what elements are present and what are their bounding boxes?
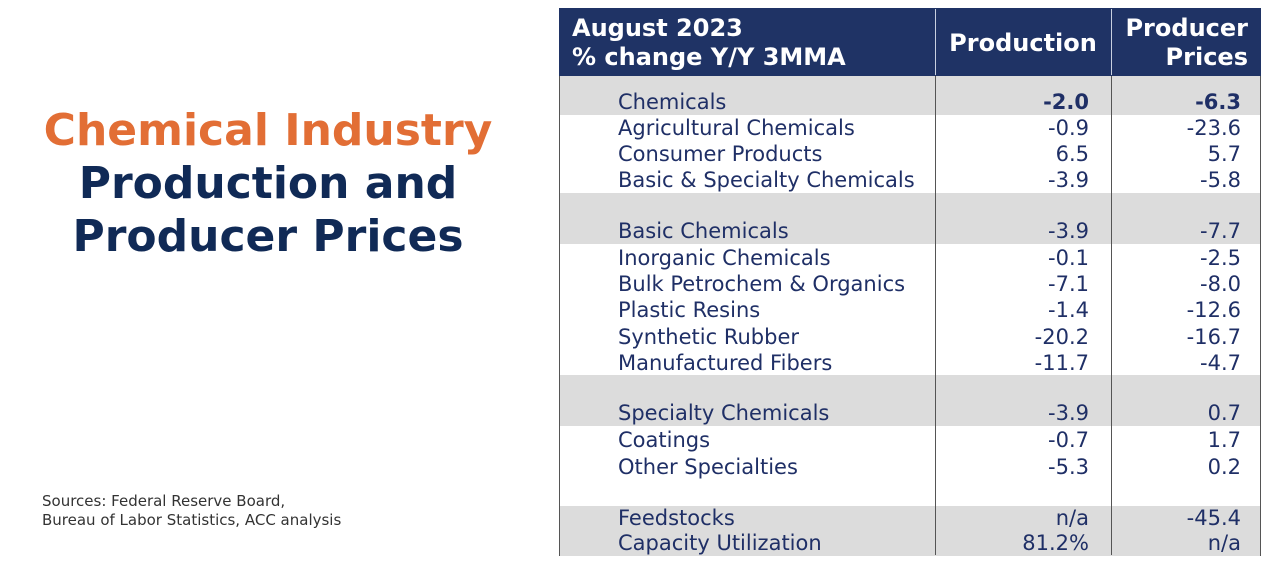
production-value: -5.3 (1048, 455, 1089, 479)
row-label: Feedstocks (618, 506, 735, 530)
table-header: August 2023 % change Y/Y 3MMA Production… (559, 8, 1261, 76)
producer-prices-value: 5.7 (1207, 142, 1241, 166)
production-value: n/a (1055, 506, 1089, 530)
column-divider (935, 76, 936, 555)
row-label: Basic Chemicals (618, 219, 789, 243)
production-value: -20.2 (1034, 325, 1089, 349)
producer-prices-value: 0.7 (1207, 401, 1241, 425)
producer-prices-value: -6.3 (1195, 90, 1241, 114)
producer-prices-value: 1.7 (1207, 428, 1241, 452)
table-row: Chemicals -2.0 -6.3 (560, 89, 1260, 115)
row-label: Synthetic Rubber (618, 325, 799, 349)
producer-prices-value: -16.7 (1186, 325, 1241, 349)
row-label: Bulk Petrochem & Organics (618, 272, 906, 296)
producer-prices-value: -5.8 (1200, 168, 1241, 192)
title-line-2: Production and (78, 158, 458, 209)
producer-prices-value: -4.7 (1200, 351, 1241, 375)
table-row: Capacity Utilization 81.2% n/a (560, 530, 1260, 556)
table-row: Synthetic Rubber -20.2 -16.7 (560, 324, 1260, 350)
row-label: Other Specialties (618, 455, 798, 479)
producer-prices-value: -2.5 (1200, 246, 1241, 270)
table-row: Other Specialties -5.3 0.2 (560, 454, 1260, 480)
table-row: Feedstocks n/a -45.4 (560, 505, 1260, 531)
data-table: August 2023 % change Y/Y 3MMA Production… (559, 8, 1261, 556)
production-value: -0.7 (1048, 428, 1089, 452)
row-band (560, 375, 1260, 426)
production-value: -0.9 (1048, 116, 1089, 140)
table-body: Chemicals -2.0 -6.3 Agricultural Chemica… (559, 76, 1261, 556)
table-row: Specialty Chemicals -3.9 0.7 (560, 400, 1260, 426)
header-divider (935, 9, 936, 75)
title-line-3: Producer Prices (72, 211, 464, 262)
row-label: Capacity Utilization (618, 531, 822, 555)
production-value: -3.9 (1048, 401, 1089, 425)
sources-note: Sources: Federal Reserve Board, Bureau o… (42, 492, 341, 530)
row-label: Inorganic Chemicals (618, 246, 831, 270)
production-value: -7.1 (1048, 272, 1089, 296)
production-value: -1.4 (1048, 298, 1089, 322)
row-label: Chemicals (618, 90, 727, 114)
sources-line-1: Sources: Federal Reserve Board, (42, 492, 286, 510)
table-row: Inorganic Chemicals -0.1 -2.5 (560, 245, 1260, 271)
table-row: Agricultural Chemicals -0.9 -23.6 (560, 115, 1260, 141)
row-label: Agricultural Chemicals (618, 116, 855, 140)
producer-prices-value: n/a (1207, 531, 1241, 555)
production-value: 81.2% (1022, 531, 1089, 555)
row-label: Coatings (618, 428, 711, 452)
header-production: Production (949, 29, 1097, 57)
row-band (560, 76, 1260, 115)
table-row: Bulk Petrochem & Organics -7.1 -8.0 (560, 271, 1260, 297)
header-title: August 2023 % change Y/Y 3MMA (572, 14, 846, 72)
row-band (560, 506, 1260, 556)
producer-prices-value: -45.4 (1186, 506, 1241, 530)
row-label: Manufactured Fibers (618, 351, 833, 375)
row-band (560, 193, 1260, 244)
table-row: Basic Chemicals -3.9 -7.7 (560, 218, 1260, 244)
producer-prices-value: -23.6 (1186, 116, 1241, 140)
sources-line-2: Bureau of Labor Statistics, ACC analysis (42, 511, 342, 529)
producer-prices-value: -12.6 (1186, 298, 1241, 322)
table-row: Manufactured Fibers -11.7 -4.7 (560, 350, 1260, 376)
table-row: Plastic Resins -1.4 -12.6 (560, 297, 1260, 323)
table-row: Consumer Products 6.5 5.7 (560, 141, 1260, 167)
table-row: Basic & Specialty Chemicals -3.9 -5.8 (560, 167, 1260, 193)
header-producer-line-1: Producer (1125, 14, 1248, 42)
producer-prices-value: -8.0 (1200, 272, 1241, 296)
production-value: -2.0 (1043, 90, 1089, 114)
production-value: 6.5 (1055, 142, 1089, 166)
header-producer-line-2: Prices (1165, 43, 1248, 71)
production-value: -11.7 (1034, 351, 1089, 375)
production-value: -3.9 (1048, 219, 1089, 243)
header-measure: % change Y/Y 3MMA (572, 43, 846, 71)
row-label: Consumer Products (618, 142, 823, 166)
header-period: August 2023 (572, 14, 743, 42)
header-producer-prices: Producer Prices (1125, 14, 1248, 72)
producer-prices-value: -7.7 (1200, 219, 1241, 243)
producer-prices-value: 0.2 (1207, 455, 1241, 479)
header-divider (1111, 9, 1112, 75)
table-row: Coatings -0.7 1.7 (560, 427, 1260, 453)
production-value: -3.9 (1048, 168, 1089, 192)
production-value: -0.1 (1048, 246, 1089, 270)
page-title: Chemical Industry Production and Produce… (0, 104, 536, 263)
row-label: Specialty Chemicals (618, 401, 830, 425)
row-label: Basic & Specialty Chemicals (618, 168, 915, 192)
row-label: Plastic Resins (618, 298, 761, 322)
column-divider (1111, 76, 1112, 555)
title-line-1: Chemical Industry (43, 105, 493, 156)
